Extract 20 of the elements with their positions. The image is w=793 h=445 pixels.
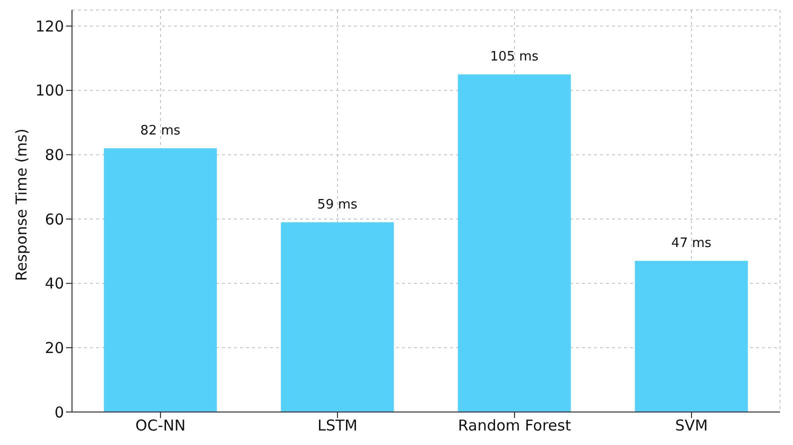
data-label: 82 ms	[140, 123, 181, 138]
data-label: 47 ms	[671, 236, 712, 251]
y-tick-label: 100	[35, 82, 64, 100]
bar	[104, 148, 217, 412]
y-axis-title: Response Time (ms)	[12, 128, 30, 281]
y-tick-label: 20	[44, 339, 64, 358]
bar	[458, 74, 571, 412]
x-tick-label: SVM	[675, 416, 708, 435]
y-tick-label: 60	[44, 210, 64, 228]
y-tick-label: 120	[35, 17, 64, 36]
x-tick-label: LSTM	[318, 416, 358, 435]
y-tick-label: 0	[54, 403, 64, 422]
bar	[280, 222, 394, 412]
y-tick-label: 40	[44, 274, 64, 293]
data-label: 59 ms	[317, 197, 358, 212]
data-label: 105 ms	[490, 49, 539, 64]
x-tick-label: OC-NN	[135, 416, 186, 435]
y-tick-label: 80	[44, 146, 64, 164]
bar	[634, 260, 748, 412]
x-tick-label: Random Forest	[458, 416, 572, 435]
